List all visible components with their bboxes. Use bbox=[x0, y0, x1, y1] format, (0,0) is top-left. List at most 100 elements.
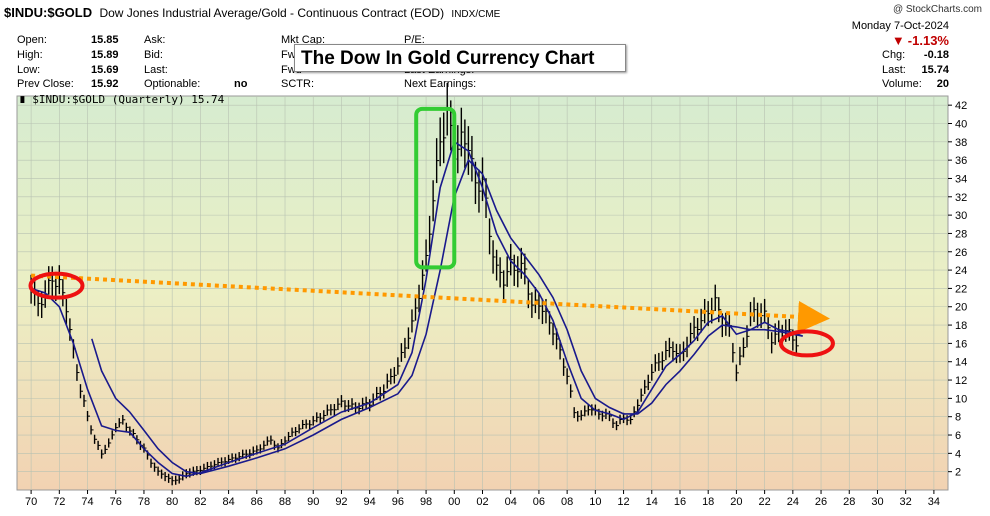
bid-label: Bid: bbox=[144, 49, 163, 61]
change-percent: ▼ -1.13% bbox=[891, 33, 949, 48]
last-value: 15.74 bbox=[921, 64, 949, 76]
quote-date: Monday 7-Oct-2024 bbox=[851, 20, 949, 32]
x-tick-label: 82 bbox=[194, 496, 206, 508]
x-tick-label: 06 bbox=[533, 496, 545, 508]
y-tick-label: 10 bbox=[955, 393, 967, 405]
optionable-row: Optionable: no bbox=[144, 78, 248, 90]
y-tick-label: 28 bbox=[955, 228, 967, 240]
x-tick-label: 32 bbox=[900, 496, 912, 508]
x-tick-label: 70 bbox=[25, 496, 37, 508]
y-tick-label: 8 bbox=[955, 412, 961, 424]
open-row: Open: 15.85 bbox=[17, 34, 119, 46]
last-label: Last: bbox=[882, 64, 906, 76]
volume-value: 20 bbox=[936, 78, 949, 90]
x-tick-label: 18 bbox=[702, 496, 714, 508]
annotations bbox=[28, 106, 835, 358]
symbol-name: Dow Jones Industrial Average/Gold - Cont… bbox=[99, 6, 445, 20]
x-tick-label: 98 bbox=[420, 496, 432, 508]
x-tick-label: 80 bbox=[166, 496, 178, 508]
x-axis: 70 72 74 76 78 80 82 84 86 88 90 92 94 96 98 00 02 04 06 08… bbox=[25, 490, 940, 508]
x-tick-label: 04 bbox=[505, 496, 517, 508]
legend-icon: ∎ bbox=[19, 93, 33, 106]
x-tick-label: 12 bbox=[617, 496, 629, 508]
x-tick-label: 96 bbox=[392, 496, 404, 508]
x-tick-label: 10 bbox=[589, 496, 601, 508]
slow-moving-average bbox=[91, 158, 803, 475]
x-tick-label: 00 bbox=[448, 496, 460, 508]
x-tick-label: 28 bbox=[843, 496, 855, 508]
symbol: $INDU:$GOLD bbox=[4, 5, 93, 20]
high-row: High: 15.89 bbox=[17, 49, 119, 61]
y-tick-label: 40 bbox=[955, 118, 967, 130]
low-value: 15.69 bbox=[91, 64, 119, 76]
y-tick-label: 6 bbox=[955, 430, 961, 442]
x-tick-label: 90 bbox=[307, 496, 319, 508]
y-tick-label: 42 bbox=[955, 100, 967, 112]
fast-moving-average bbox=[30, 140, 803, 478]
x-tick-label: 72 bbox=[53, 496, 65, 508]
x-tick-label: 26 bbox=[815, 496, 827, 508]
overlay-title: The Dow In Gold Currency Chart bbox=[294, 44, 626, 72]
x-tick-label: 92 bbox=[335, 496, 347, 508]
x-tick-label: 02 bbox=[476, 496, 488, 508]
x-tick-label: 94 bbox=[364, 496, 376, 508]
optionable-value: no bbox=[234, 78, 248, 90]
y-tick-label: 2 bbox=[955, 467, 961, 479]
y-tick-label: 12 bbox=[955, 375, 967, 387]
peak-1970s-ellipse bbox=[28, 271, 85, 300]
x-tick-label: 74 bbox=[81, 496, 93, 508]
x-tick-label: 76 bbox=[110, 496, 122, 508]
last-quote-label: Last: bbox=[144, 64, 168, 76]
trend-line bbox=[30, 273, 830, 333]
y-tick-label: 38 bbox=[955, 137, 967, 149]
x-tick-label: 24 bbox=[787, 496, 799, 508]
y-tick-label: 18 bbox=[955, 320, 967, 332]
prev-close-row: Prev Close: 15.92 bbox=[17, 78, 119, 90]
low-row: Low: 15.69 bbox=[17, 64, 119, 76]
quote-header: $INDU:$GOLD Dow Jones Industrial Average… bbox=[0, 0, 990, 96]
volume-label: Volume: bbox=[882, 78, 922, 90]
y-tick-label: 30 bbox=[955, 210, 967, 222]
x-tick-label: 20 bbox=[730, 496, 742, 508]
high-value: 15.89 bbox=[91, 49, 119, 61]
x-tick-label: 16 bbox=[674, 496, 686, 508]
chg-label: Chg: bbox=[882, 49, 906, 61]
chg-value: -0.18 bbox=[923, 49, 949, 61]
prev-close-value: 15.92 bbox=[91, 78, 119, 90]
x-tick-label: 84 bbox=[222, 496, 234, 508]
y-tick-label: 4 bbox=[955, 448, 961, 460]
y-tick-label: 32 bbox=[955, 192, 967, 204]
next-earnings-label: Next Earnings: bbox=[404, 78, 477, 90]
chart-legend: ∎ $INDU:$GOLD (Quarterly) 15.74 bbox=[19, 93, 225, 106]
x-tick-label: 14 bbox=[646, 496, 658, 508]
y-tick-label: 26 bbox=[955, 247, 967, 259]
x-tick-label: 86 bbox=[251, 496, 263, 508]
down-arrow-icon: ▼ bbox=[891, 33, 905, 48]
y-tick-label: 20 bbox=[955, 302, 967, 314]
y-tick-label: 16 bbox=[955, 338, 967, 350]
pe-label: P/E: bbox=[404, 34, 425, 46]
peak-1999-box bbox=[414, 106, 457, 270]
sctr-label: SCTR: bbox=[281, 78, 314, 90]
x-tick-label: 88 bbox=[279, 496, 291, 508]
symbol-title: $INDU:$GOLD Dow Jones Industrial Average… bbox=[4, 5, 500, 20]
x-tick-label: 08 bbox=[561, 496, 573, 508]
y-tick-label: 22 bbox=[955, 283, 967, 295]
gridlines bbox=[17, 96, 948, 490]
y-tick-label: 14 bbox=[955, 357, 967, 369]
y-tick-label: 24 bbox=[955, 265, 967, 277]
current-value-ellipse bbox=[778, 329, 835, 358]
mkt-cap-label: Mkt Cap: bbox=[281, 34, 326, 46]
stockcharts-credit: @ StockCharts.com bbox=[892, 4, 982, 15]
exchange: INDX/CME bbox=[451, 9, 501, 20]
x-tick-label: 78 bbox=[138, 496, 150, 508]
y-tick-label: 36 bbox=[955, 155, 967, 167]
x-tick-label: 22 bbox=[758, 496, 770, 508]
ask-label: Ask: bbox=[144, 34, 166, 46]
x-tick-label: 30 bbox=[871, 496, 883, 508]
x-tick-label: 34 bbox=[928, 496, 940, 508]
open-value: 15.85 bbox=[91, 34, 119, 46]
